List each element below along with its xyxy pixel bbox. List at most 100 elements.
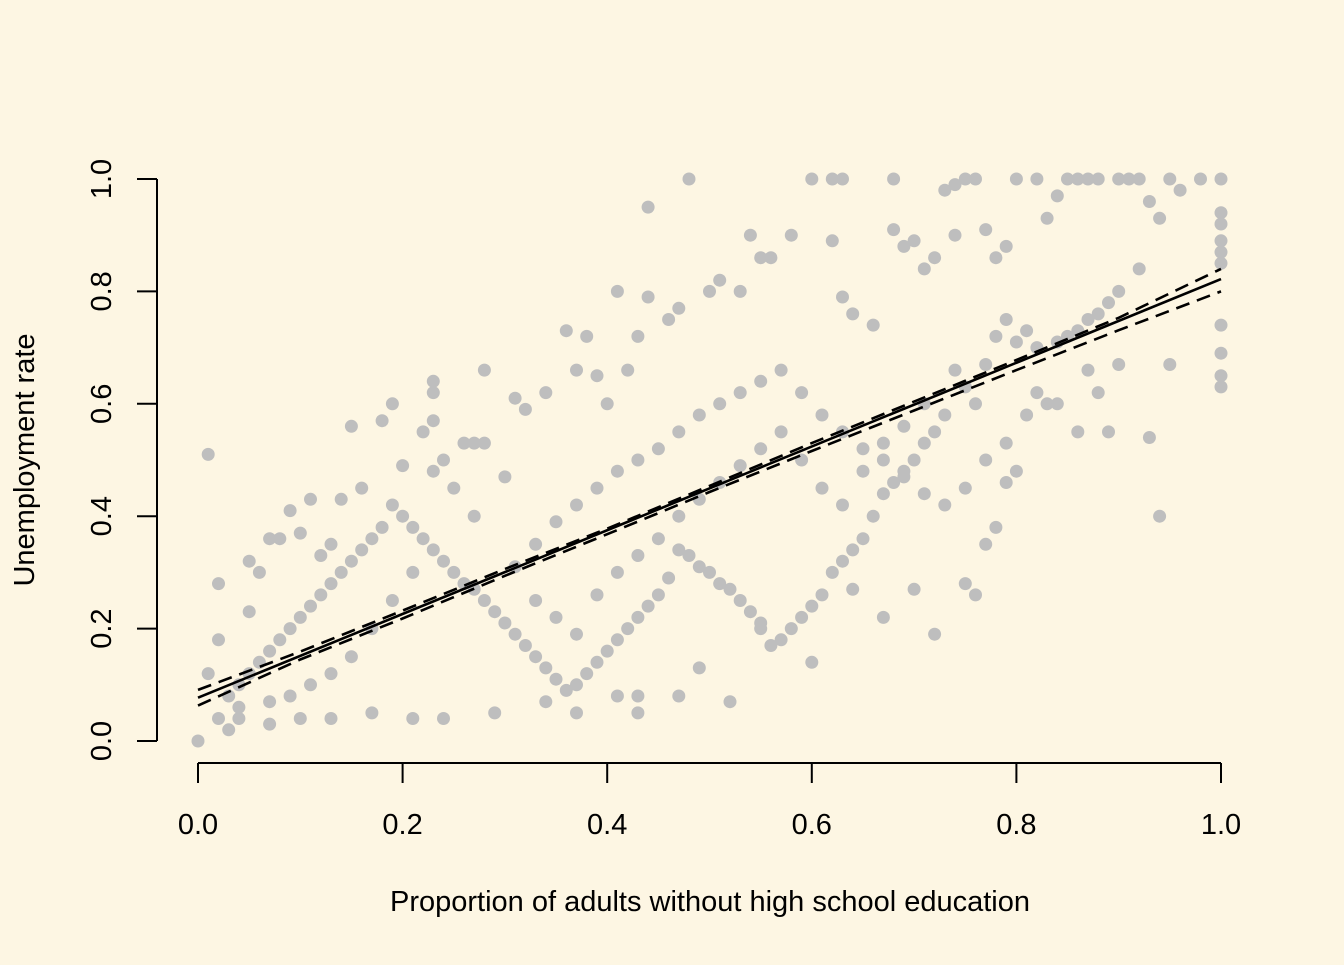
data-point: [979, 223, 993, 237]
x-tick-label: 0.8: [996, 809, 1036, 841]
data-point: [836, 290, 849, 304]
data-point: [631, 329, 645, 343]
data-point: [795, 610, 809, 624]
data-point: [570, 627, 583, 641]
data-point: [969, 397, 982, 411]
data-point: [1214, 346, 1228, 360]
data-point: [692, 408, 706, 422]
data-point: [672, 301, 686, 315]
data-point: [1163, 358, 1177, 371]
data-point: [1030, 172, 1044, 186]
data-point: [641, 290, 655, 304]
data-point: [723, 695, 737, 709]
data-point: [846, 582, 860, 596]
data-point: [713, 397, 727, 411]
data-point: [355, 543, 369, 557]
x-tick-label: 0.2: [382, 809, 422, 841]
data-point: [304, 678, 317, 692]
data-point: [1214, 380, 1228, 394]
data-point: [590, 588, 604, 602]
data-point: [979, 537, 993, 551]
data-point: [365, 706, 379, 720]
data-point: [897, 239, 911, 253]
points-layer: [191, 172, 1228, 748]
data-point: [437, 453, 450, 467]
data-point: [314, 549, 328, 562]
data-point: [457, 436, 471, 450]
data-point: [866, 318, 880, 332]
data-point: [426, 414, 440, 428]
data-point: [958, 577, 972, 591]
data-point: [344, 419, 358, 433]
data-point: [733, 594, 747, 607]
data-point: [1132, 262, 1146, 276]
data-point: [1173, 183, 1187, 197]
data-point: [191, 734, 205, 748]
data-point: [1040, 211, 1054, 225]
data-point: [917, 436, 931, 450]
data-point: [631, 689, 645, 703]
data-point: [1194, 172, 1207, 186]
data-point: [570, 498, 583, 512]
data-point: [508, 627, 522, 641]
data-point: [508, 391, 522, 405]
data-point: [283, 622, 297, 636]
data-point: [600, 397, 614, 411]
confidence-band-lower: [197, 290, 1222, 707]
data-point: [733, 284, 747, 298]
data-point: [989, 520, 1003, 534]
data-point: [539, 661, 553, 675]
data-point: [1214, 234, 1228, 248]
data-point: [416, 425, 430, 439]
data-point: [979, 358, 993, 371]
data-point: [917, 262, 931, 276]
x-tick-label: 0.0: [178, 809, 218, 841]
data-point: [774, 363, 788, 377]
data-point: [375, 414, 389, 428]
data-point: [938, 183, 952, 197]
data-point: [426, 386, 440, 400]
data-point: [836, 554, 849, 568]
data-point: [662, 571, 676, 585]
data-point: [1214, 217, 1228, 231]
data-point: [406, 565, 420, 579]
x-tick-label: 1.0: [1201, 809, 1241, 841]
data-point: [631, 610, 645, 624]
data-point: [580, 667, 594, 681]
data-point: [201, 667, 215, 681]
data-point: [355, 481, 369, 495]
data-point: [610, 464, 624, 478]
data-point: [999, 476, 1013, 489]
data-point: [344, 650, 358, 664]
data-point: [222, 723, 236, 737]
data-point: [375, 520, 389, 534]
data-point: [784, 622, 798, 636]
data-point: [1122, 172, 1136, 186]
data-point: [447, 481, 461, 495]
data-point: [846, 307, 860, 321]
data-point: [488, 706, 502, 720]
data-point: [907, 582, 921, 596]
data-point: [610, 633, 624, 647]
data-point: [989, 329, 1003, 343]
data-point: [385, 594, 399, 607]
data-point: [876, 487, 890, 501]
data-point: [999, 436, 1013, 450]
data-point: [283, 504, 297, 518]
data-point: [1040, 397, 1054, 411]
data-point: [590, 481, 604, 495]
data-point: [672, 509, 686, 523]
data-point: [570, 363, 583, 377]
data-point: [846, 543, 860, 557]
data-point: [743, 228, 757, 242]
data-point: [651, 588, 665, 602]
data-point: [897, 419, 911, 433]
data-point: [928, 251, 942, 265]
x-tick-label: 0.6: [792, 809, 832, 841]
data-point: [1112, 358, 1126, 371]
data-point: [447, 565, 461, 579]
data-point: [610, 565, 624, 579]
data-point: [979, 453, 993, 467]
data-point: [825, 565, 839, 579]
data-point: [907, 234, 921, 248]
